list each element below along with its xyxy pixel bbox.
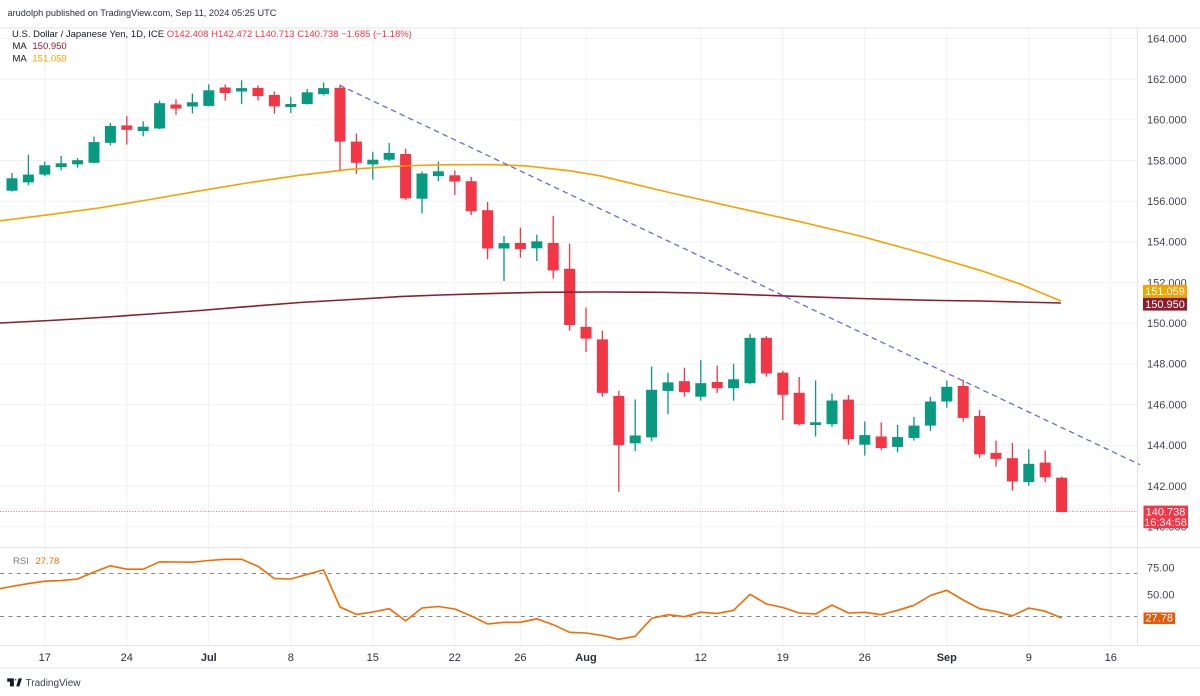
svg-text:75.00: 75.00	[1147, 562, 1175, 574]
svg-text:26: 26	[514, 652, 526, 664]
svg-text:150.000: 150.000	[1147, 318, 1187, 330]
svg-text:162.000: 162.000	[1147, 74, 1187, 86]
svg-text:27.78: 27.78	[1145, 613, 1173, 625]
svg-text:146.000: 146.000	[1147, 399, 1187, 411]
svg-text:MA 150.950: MA 150.950	[13, 41, 67, 52]
svg-text:19: 19	[777, 652, 789, 664]
svg-text:16: 16	[1105, 652, 1117, 664]
svg-text:TradingView: TradingView	[26, 678, 82, 689]
svg-text:arudolph published on TradingV: arudolph published on TradingView.com, S…	[8, 8, 277, 18]
svg-text:50.00: 50.00	[1147, 589, 1175, 601]
svg-text:142.000: 142.000	[1147, 481, 1187, 493]
svg-text:26: 26	[859, 652, 871, 664]
svg-text:MA 151.059: MA 151.059	[13, 54, 67, 65]
svg-text:151.059: 151.059	[1145, 286, 1185, 298]
svg-text:9: 9	[1026, 652, 1032, 664]
svg-text:Jul: Jul	[201, 652, 217, 664]
svg-text:U.S. Dollar / Japanese Yen, 1D: U.S. Dollar / Japanese Yen, 1D, ICE O142…	[12, 29, 412, 40]
svg-text:148.000: 148.000	[1147, 359, 1187, 371]
svg-text:RSI 27.78: RSI 27.78	[13, 556, 59, 567]
svg-text:24: 24	[121, 652, 133, 664]
svg-text:Sep: Sep	[937, 652, 957, 664]
svg-text:12: 12	[695, 652, 707, 664]
svg-text:160.000: 160.000	[1147, 115, 1187, 127]
svg-text:16:34:58: 16:34:58	[1144, 517, 1187, 529]
svg-text:22: 22	[449, 652, 461, 664]
svg-text:156.000: 156.000	[1147, 196, 1187, 208]
svg-text:158.000: 158.000	[1147, 155, 1187, 167]
svg-text:8: 8	[288, 652, 294, 664]
svg-text:164.000: 164.000	[1147, 33, 1187, 45]
svg-text:154.000: 154.000	[1147, 237, 1187, 249]
svg-text:Aug: Aug	[575, 652, 596, 664]
svg-text:150.950: 150.950	[1145, 299, 1185, 311]
svg-text:17: 17	[39, 652, 51, 664]
svg-text:140.738: 140.738	[1146, 506, 1186, 518]
svg-text:144.000: 144.000	[1147, 440, 1187, 452]
svg-text:15: 15	[367, 652, 379, 664]
